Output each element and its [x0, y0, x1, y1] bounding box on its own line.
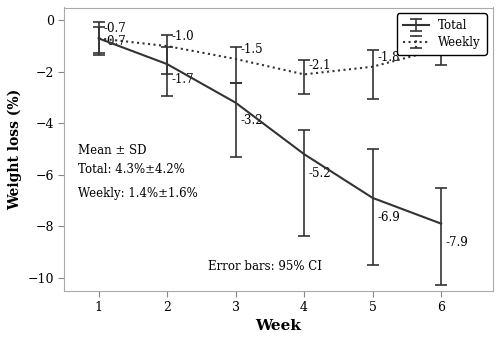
Text: -0.7: -0.7 — [104, 22, 126, 35]
Text: -1.1: -1.1 — [446, 33, 468, 46]
Text: -3.2: -3.2 — [240, 114, 263, 127]
Text: -1.7: -1.7 — [172, 73, 195, 86]
Text: -5.2: -5.2 — [309, 167, 332, 180]
Text: -2.1: -2.1 — [309, 59, 332, 72]
Text: -0.7: -0.7 — [104, 35, 126, 48]
X-axis label: Week: Week — [256, 320, 302, 333]
Text: Weekly: 1.4%±1.6%: Weekly: 1.4%±1.6% — [78, 187, 198, 199]
Text: -1.8: -1.8 — [378, 50, 400, 63]
Text: -1.0: -1.0 — [172, 30, 195, 43]
Legend: Total, Weekly: Total, Weekly — [397, 13, 486, 55]
Text: Error bars: 95% CI: Error bars: 95% CI — [208, 260, 322, 273]
Text: -7.9: -7.9 — [446, 237, 468, 250]
Text: -6.9: -6.9 — [378, 211, 400, 224]
Text: Total: 4.3%±4.2%: Total: 4.3%±4.2% — [78, 163, 185, 176]
Text: Mean ± SD: Mean ± SD — [78, 144, 146, 157]
Text: -1.5: -1.5 — [240, 43, 263, 56]
Y-axis label: Weight loss (%): Weight loss (%) — [8, 88, 22, 210]
